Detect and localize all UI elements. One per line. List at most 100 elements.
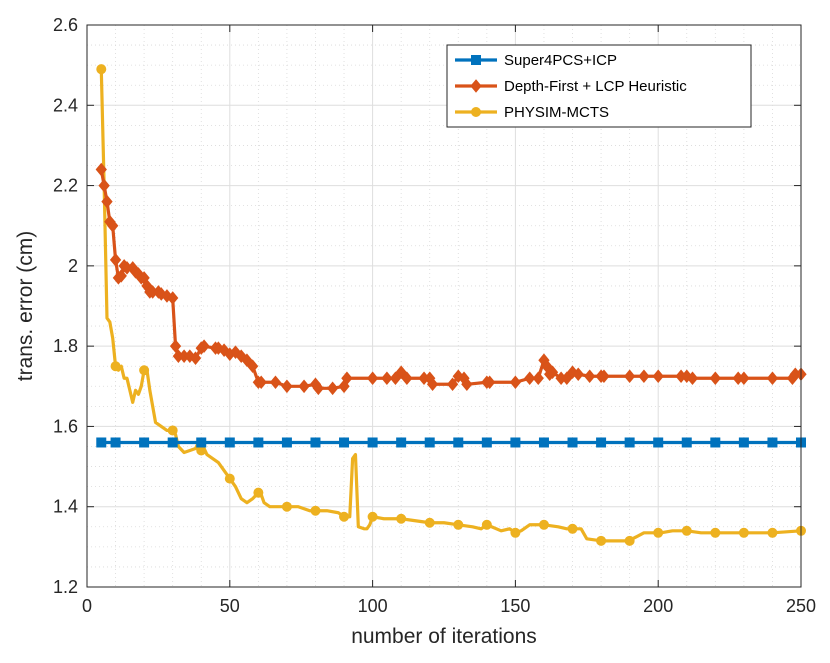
- data-point: [624, 535, 635, 546]
- data-point: [453, 519, 464, 530]
- data-point: [509, 375, 522, 390]
- data-point: [253, 487, 264, 498]
- data-point: [396, 513, 407, 524]
- data-point: [446, 377, 459, 392]
- data-point: [767, 527, 778, 538]
- data-point: [167, 291, 179, 305]
- data-point: [766, 371, 779, 386]
- data-point: [196, 437, 207, 448]
- data-point: [738, 437, 749, 448]
- y-axis-label: trans. error (cm): [14, 231, 37, 382]
- data-point: [341, 371, 353, 386]
- y-tick-label: 2.2: [53, 176, 78, 196]
- data-point: [167, 425, 178, 436]
- plot-frame: [86, 24, 802, 588]
- data-point: [567, 523, 578, 534]
- data-point: [426, 377, 439, 392]
- data-point: [312, 381, 324, 396]
- data-point: [572, 367, 584, 382]
- legend-label: Super4PCS+ICP: [504, 52, 617, 69]
- data-point: [224, 473, 235, 484]
- data-point: [538, 437, 549, 448]
- data-point: [532, 371, 544, 386]
- data-point: [367, 511, 378, 522]
- data-point: [281, 379, 293, 394]
- y-tick-label: 2.4: [53, 95, 78, 115]
- data-point: [401, 371, 413, 386]
- x-tick-label: 250: [786, 596, 816, 616]
- data-point: [281, 437, 292, 448]
- data-point: [281, 501, 292, 512]
- data-point: [101, 194, 113, 209]
- data-point: [115, 269, 127, 283]
- data-point: [596, 535, 607, 546]
- data-point: [96, 64, 107, 75]
- y-tick-label: 1.4: [53, 497, 78, 517]
- data-point: [269, 375, 282, 390]
- x-tick-label: 100: [358, 596, 388, 616]
- data-point: [255, 375, 267, 390]
- data-point: [709, 371, 721, 386]
- series-layer: [95, 64, 807, 546]
- y-tick-labels: 1.2 1.4 1.6 1.8 2 2.2 2.4 2.6: [53, 15, 78, 597]
- data-point: [484, 375, 496, 390]
- data-point: [424, 517, 435, 528]
- x-tick-label: 0: [82, 596, 92, 616]
- data-point: [189, 351, 202, 365]
- series-depth-first-lcp-heuristic: [95, 162, 807, 396]
- legend-marker: [471, 55, 481, 65]
- legend-marker: [471, 107, 481, 117]
- data-point: [623, 369, 636, 384]
- data-point: [681, 437, 692, 448]
- x-tick-label: 150: [500, 596, 530, 616]
- x-tick-labels: 0 50 100 150 200 250: [82, 596, 816, 616]
- data-point: [98, 178, 110, 193]
- axis-ticks: [86, 24, 802, 588]
- data-point: [524, 371, 536, 386]
- legend-marker: [470, 79, 482, 93]
- data-point: [453, 437, 464, 448]
- data-point: [461, 377, 473, 392]
- data-point: [424, 437, 435, 448]
- data-point: [253, 437, 264, 448]
- x-tick-label: 50: [220, 596, 240, 616]
- data-point: [584, 369, 596, 384]
- data-point: [481, 519, 492, 530]
- data-point: [109, 253, 122, 267]
- y-tick-label: 1.6: [53, 416, 78, 436]
- data-point: [310, 437, 321, 448]
- data-point: [710, 437, 721, 448]
- data-point: [738, 527, 749, 538]
- data-point: [381, 371, 393, 386]
- series-physim-mcts: [96, 64, 806, 546]
- data-point: [686, 371, 699, 386]
- data-point: [96, 437, 107, 448]
- data-point: [167, 437, 178, 448]
- data-point: [224, 437, 235, 448]
- x-axis-label: number of iterations: [351, 625, 537, 648]
- data-point: [681, 525, 692, 536]
- data-point: [339, 437, 350, 448]
- data-point: [169, 339, 182, 353]
- x-tick-label: 200: [643, 596, 673, 616]
- data-point: [510, 437, 521, 448]
- data-point: [139, 365, 150, 376]
- data-point: [738, 371, 750, 386]
- y-tick-label: 2.6: [53, 15, 78, 35]
- y-tick-label: 2: [68, 256, 78, 276]
- data-point: [367, 437, 378, 448]
- data-point: [653, 527, 664, 538]
- legend: Super4PCS+ICP Depth-First + LCP Heuristic…: [446, 44, 752, 128]
- data-point: [326, 381, 339, 396]
- data-point: [139, 437, 150, 448]
- data-point: [546, 365, 559, 380]
- data-point: [110, 361, 121, 372]
- data-point: [538, 519, 549, 530]
- data-point: [652, 369, 664, 384]
- data-point: [241, 353, 253, 367]
- legend-label: Depth-First + LCP Heuristic: [504, 78, 687, 95]
- data-point: [389, 371, 402, 386]
- data-point: [107, 218, 119, 233]
- legend-label: PHYSIM-MCTS: [504, 104, 609, 121]
